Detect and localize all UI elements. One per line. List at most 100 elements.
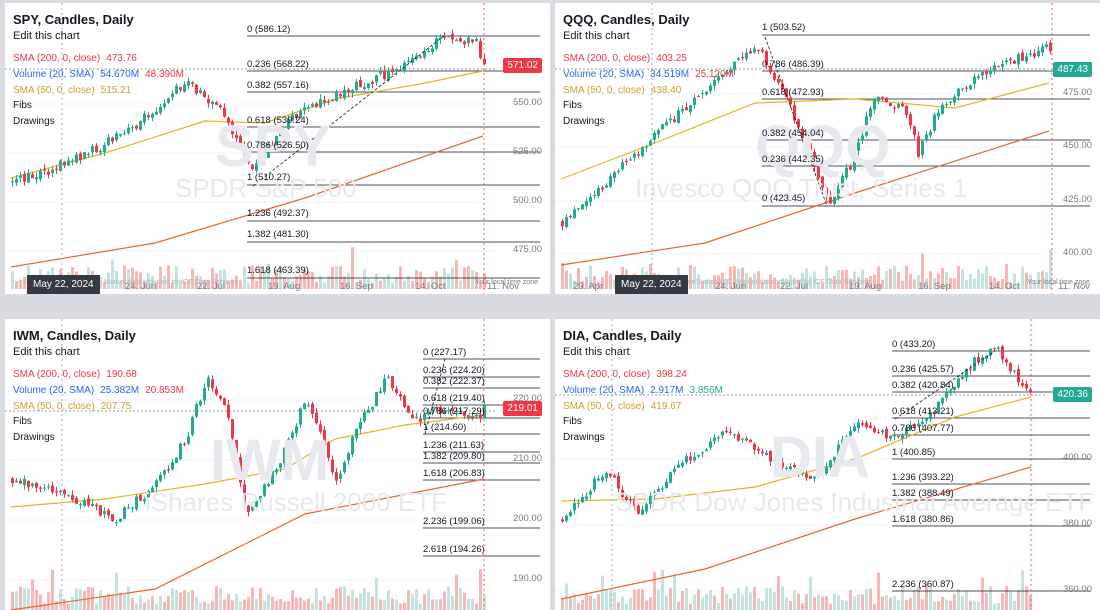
volume-bar — [953, 593, 956, 610]
volume-bar — [937, 601, 940, 610]
candle-body — [685, 107, 688, 111]
candle-body — [335, 472, 338, 481]
candle-body — [809, 475, 812, 479]
indicator-volume[interactable]: Volume (20, SMA) 2.917M 3.856M — [563, 385, 723, 396]
drawings-label[interactable]: Drawings — [13, 432, 55, 443]
indicator-volume[interactable]: Volume (20, SMA) 34.519M 25.120M — [563, 69, 734, 80]
edit-chart-link[interactable]: Edit this chart — [563, 30, 630, 42]
qqq-chart-canvas[interactable] — [555, 3, 1100, 294]
volume-bar — [673, 574, 676, 610]
edit-chart-link[interactable]: Edit this chart — [13, 346, 80, 358]
volume-bar — [789, 600, 792, 610]
fib-level: 0.236 (224.20) — [423, 365, 485, 376]
fib-level: 2.236 (199.06) — [423, 516, 485, 527]
edit-chart-link[interactable]: Edit this chart — [13, 30, 80, 42]
fibs-label[interactable]: Fibs — [563, 100, 582, 111]
drawings-label[interactable]: Drawings — [563, 432, 605, 443]
indicator-sma200[interactable]: SMA (200, 0, close) 473.76 — [13, 53, 137, 64]
candle-body — [973, 357, 976, 371]
candle-body — [47, 486, 50, 488]
candle-body — [407, 60, 410, 63]
edit-chart-link[interactable]: Edit this chart — [563, 346, 630, 358]
candle-body — [283, 130, 286, 132]
volume-bar — [905, 600, 908, 610]
candle-body — [1029, 53, 1032, 55]
indicator-volume[interactable]: Volume (20, SMA) 54.670M 48.390M — [13, 69, 184, 80]
fibs-label[interactable]: Fibs — [563, 416, 582, 427]
fib-level: 0 (586.12) — [247, 24, 291, 35]
candle-body — [395, 388, 398, 393]
candle-body — [765, 51, 768, 66]
candle-body — [131, 507, 134, 509]
volume-bar — [363, 588, 366, 610]
candle-body — [861, 135, 864, 141]
candle-body — [821, 176, 824, 188]
volume-bar — [569, 596, 572, 610]
volume-bar — [585, 276, 588, 289]
volume-bar — [231, 600, 234, 610]
candle-body — [853, 149, 856, 171]
candle-body — [451, 33, 454, 40]
candle-body — [475, 414, 478, 417]
volume-bar — [23, 588, 26, 610]
candle-body — [387, 70, 390, 81]
fibs-label[interactable]: Fibs — [13, 416, 32, 427]
volume-bar — [467, 266, 470, 289]
volume-bar — [83, 590, 86, 610]
volume-bar — [119, 593, 122, 610]
candle-body — [897, 436, 900, 438]
chart-panel-dia[interactable]: DIA SPDR Dow Jones Industrial Average ET… — [555, 319, 1100, 610]
candle-body — [565, 515, 568, 521]
sma-50-line — [10, 414, 485, 508]
drawings-label[interactable]: Drawings — [563, 116, 605, 127]
fibs-label[interactable]: Fibs — [13, 100, 32, 111]
indicator-sma50[interactable]: SMA (50, 0, close) 207.75 — [13, 401, 132, 412]
volume-bar — [243, 599, 246, 610]
indicator-sma50[interactable]: SMA (50, 0, close) 419.67 — [563, 401, 682, 412]
volume-bar — [741, 594, 744, 610]
volume-bar — [921, 599, 924, 610]
volume-bar — [629, 597, 632, 610]
volume-bar — [163, 275, 166, 289]
chart-panel-qqq[interactable]: QQQ Invesco QQQ Trust, Series 1 QQQ, Can… — [555, 3, 1100, 294]
volume-bar — [885, 595, 888, 610]
volume-bar — [993, 277, 996, 289]
chart-panel-spy[interactable]: SPY SPDR S&P 500 SPY, Candles, Daily Edi… — [5, 3, 550, 294]
indicator-sma50[interactable]: SMA (50, 0, close) 515.21 — [13, 85, 132, 96]
candle-body — [977, 76, 980, 79]
candle-body — [195, 84, 198, 94]
volume-bar — [159, 595, 162, 610]
candle-body — [391, 376, 394, 389]
chart-panel-iwm[interactable]: IWM iShares Russell 2000 ETF IWM, Candle… — [5, 319, 550, 610]
candle-body — [689, 105, 692, 113]
volume-bar — [375, 273, 378, 289]
indicator-volume[interactable]: Volume (20, SMA) 25.382M 20.853M — [13, 385, 184, 396]
fib-level: 1.618 (463.39) — [247, 265, 309, 276]
candle-body — [849, 430, 852, 436]
candle-body — [75, 497, 78, 504]
candle-body — [749, 439, 752, 443]
candle-body — [419, 56, 422, 58]
volume-bar — [793, 590, 796, 610]
volume-bar — [379, 280, 382, 289]
indicator-sma50[interactable]: SMA (50, 0, close) 438.40 — [563, 85, 682, 96]
candle-body — [637, 505, 640, 514]
indicator-sma200[interactable]: SMA (200, 0, close) 398.24 — [563, 369, 687, 380]
volume-bar — [299, 597, 302, 610]
candle-body — [91, 503, 94, 506]
indicator-sma200[interactable]: SMA (200, 0, close) 190.68 — [13, 369, 137, 380]
candle-body — [737, 434, 740, 441]
volume-bar — [693, 266, 696, 289]
candle-body — [733, 434, 736, 436]
indicator-sma200[interactable]: SMA (200, 0, close) 403.25 — [563, 53, 687, 64]
spy-chart-canvas[interactable] — [5, 3, 550, 294]
volume-bar — [733, 593, 736, 610]
volume-bar — [407, 590, 410, 610]
drawings-label[interactable]: Drawings — [13, 116, 55, 127]
candle-body — [71, 160, 74, 162]
volume-bar — [785, 597, 788, 610]
fib-level: 0.382 (557.16) — [247, 80, 309, 91]
candle-body — [19, 480, 22, 484]
volume-bar — [111, 594, 114, 610]
candle-body — [131, 127, 134, 129]
